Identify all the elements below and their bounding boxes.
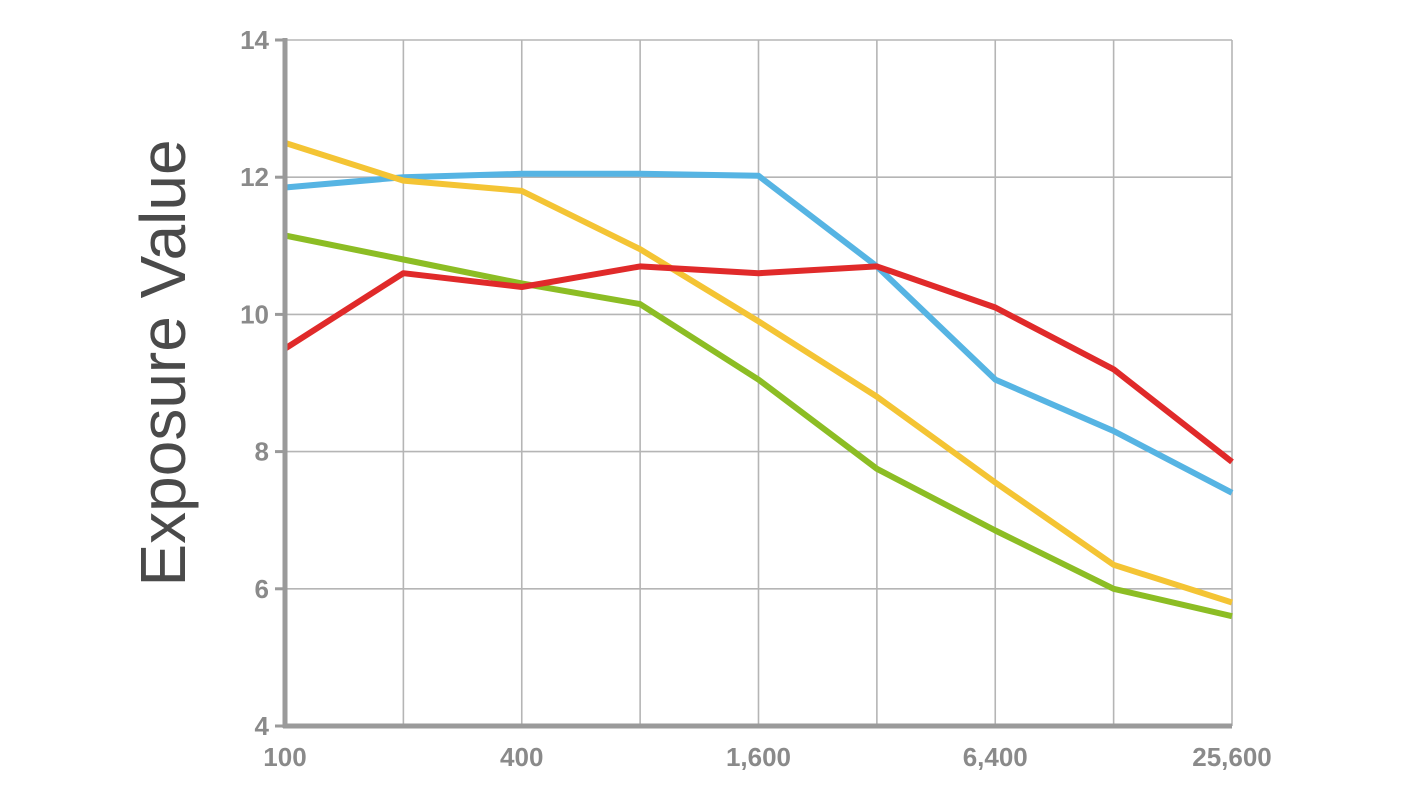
y-tick-label-1: 6	[255, 574, 269, 604]
y-tick-label-4: 12	[240, 162, 269, 192]
y-axis-title: Exposure Value	[127, 139, 199, 586]
x-tick-label-2: 1,600	[726, 742, 791, 772]
x-tick-label-3: 6,400	[963, 742, 1028, 772]
x-tick-label-1: 400	[500, 742, 543, 772]
series-line-1	[284, 170, 1234, 496]
series-lines	[283, 140, 1234, 620]
x-tick-label-4: 25,600	[1192, 742, 1272, 772]
x-tick-label-0: 100	[263, 742, 306, 772]
y-tick-label-3: 10	[240, 299, 269, 329]
y-tick-labels: 4 6 8 10 12 14	[240, 25, 269, 741]
y-tick-label-0: 4	[255, 711, 270, 741]
axes	[275, 38, 1232, 729]
series-line-2	[284, 140, 1233, 606]
y-tick-label-2: 8	[255, 437, 269, 467]
series-line-4	[283, 263, 1234, 465]
series-line-3	[284, 232, 1233, 620]
y-tick-label-5: 14	[240, 25, 269, 55]
x-tick-labels: 100 400 1,600 6,400 25,600	[263, 742, 1271, 772]
